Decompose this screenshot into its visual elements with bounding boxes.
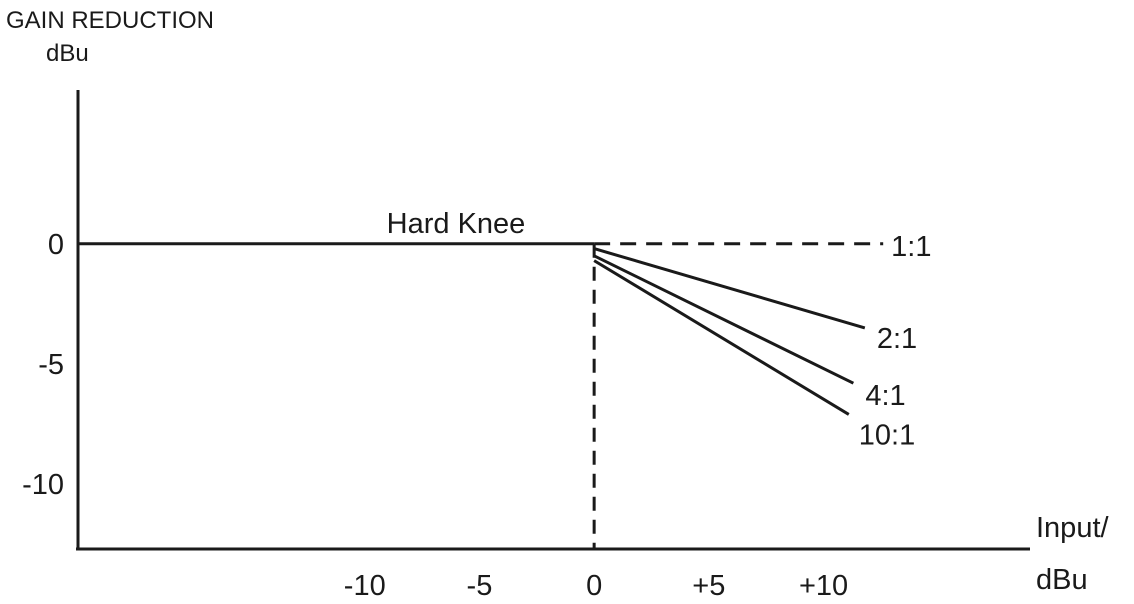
series-label-2-1: 2:1: [877, 323, 917, 355]
y-axis-label-line2: dBu: [46, 40, 89, 67]
x-tick-label: +10: [799, 570, 848, 602]
series-labels: 1:1 2:1 4:1 10:1: [859, 231, 932, 452]
series-label-1-1: 1:1: [891, 231, 931, 263]
x-tick-label: -5: [467, 570, 493, 602]
series-line-2-1: [593, 247, 866, 330]
series-line-4-1: [593, 254, 855, 385]
x-tick-label: -10: [344, 570, 386, 602]
series-label-10-1: 10:1: [859, 419, 915, 451]
x-tick-label: 0: [586, 570, 602, 602]
series-line-10-1: [593, 259, 850, 416]
x-axis-label-line1: Input/: [1036, 512, 1109, 544]
y-tick-label: -5: [38, 349, 64, 381]
series-lines: [78, 242, 884, 549]
x-tick-labels: -10 -5 0 +5 +10: [344, 570, 848, 602]
y-axis-label-line1: GAIN REDUCTION: [6, 7, 214, 34]
hard-knee-annotation: Hard Knee: [387, 208, 526, 240]
y-tick-label: -10: [22, 469, 64, 501]
x-tick-label: +5: [692, 570, 725, 602]
y-tick-labels: 0 -5 -10: [22, 229, 64, 501]
y-tick-label: 0: [48, 229, 64, 261]
x-axis-label-line2: dBu: [1036, 564, 1088, 596]
series-label-4-1: 4:1: [865, 380, 905, 412]
